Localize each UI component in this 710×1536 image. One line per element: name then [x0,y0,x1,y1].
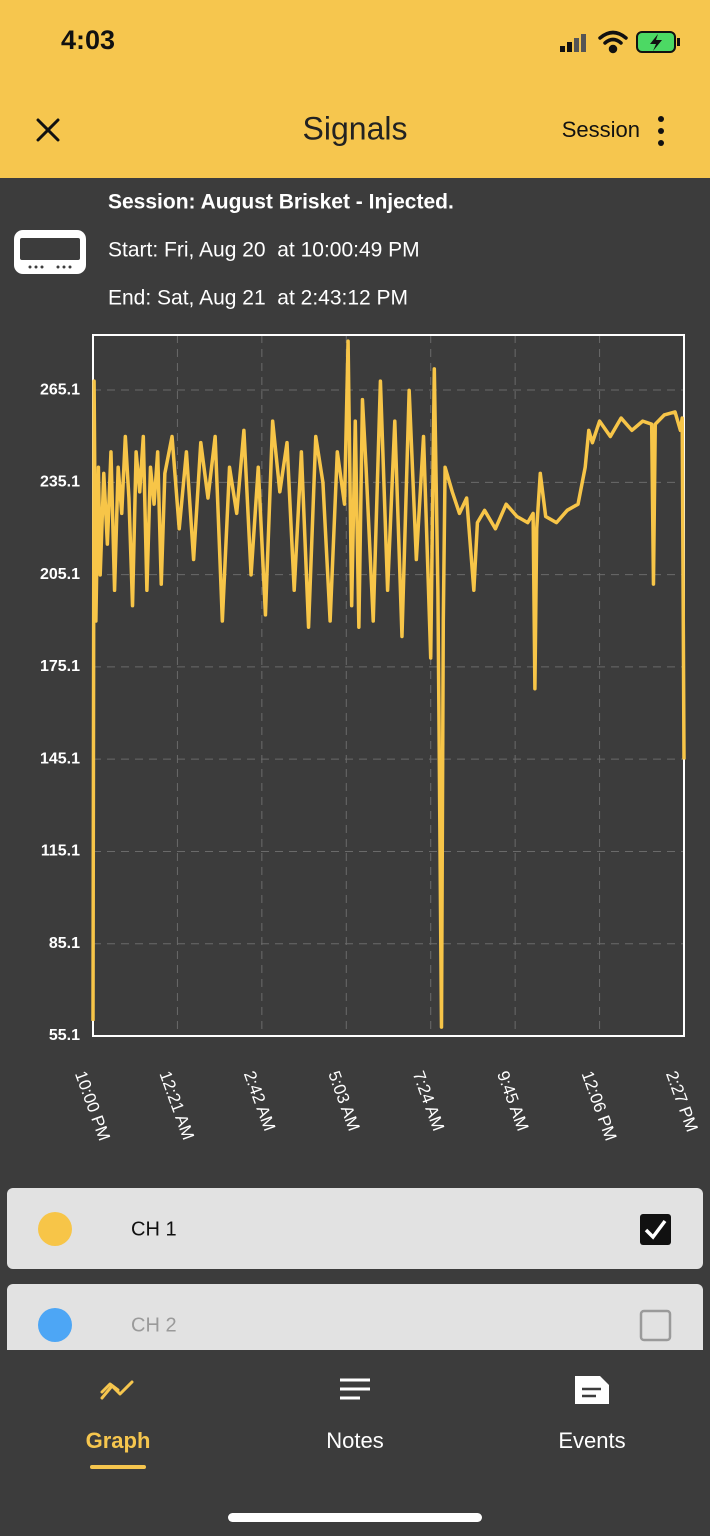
tab-label[interactable]: Notes [326,1428,383,1453]
device-icon [14,230,86,274]
home-indicator [228,1513,482,1522]
session-menu[interactable]: Session [562,117,640,142]
channel-name: CH 2 [131,1314,177,1336]
signal-icon [560,34,586,52]
tab-indicator [90,1465,146,1469]
session-start: Start: Fri, Aug 20 at 10:00:49 PM [108,239,420,262]
y-tick-label: 265.1 [40,381,80,398]
y-tick-label: 235.1 [40,474,80,491]
status-time: 4:03 [61,25,115,55]
close-button[interactable] [36,118,60,142]
chart: 55.185.1115.1145.1175.1205.1235.1265.110… [40,334,702,1143]
wifi-icon [598,30,628,54]
channel-color [38,1308,72,1342]
channel-card [7,1188,703,1269]
y-tick-label: 175.1 [40,658,80,675]
y-tick-label: 145.1 [40,750,80,767]
channel-color [38,1212,72,1246]
plot-area [93,335,684,1036]
channel-name: CH 1 [131,1218,177,1240]
channel-row[interactable]: CH 2 [7,1284,703,1365]
tabs: Graph Notes Events [86,1428,626,1469]
tab-label[interactable]: Events [558,1428,625,1453]
battery-icon [636,31,680,53]
notes-icon [340,1378,370,1400]
events-icon [575,1376,609,1404]
tab-label[interactable]: Graph [86,1428,151,1453]
y-tick-label: 205.1 [40,566,80,583]
session-name: Session: August Brisket - Injected. [108,191,454,214]
app-bar [0,0,710,178]
check-mark [644,1219,667,1240]
y-tick-label: 55.1 [49,1027,80,1044]
data-line [91,339,686,1029]
channel-list: CH 1 CH 2 [7,1188,703,1365]
checkbox-checked[interactable] [640,1214,671,1245]
channel-row[interactable]: CH 1 [7,1188,703,1269]
y-tick-label: 115.1 [41,843,80,860]
session-end: End: Sat, Aug 21 at 2:43:12 PM [108,287,408,310]
more-icon[interactable] [658,116,664,146]
graph-icon [100,1380,134,1400]
y-tick-label: 85.1 [49,935,80,952]
checkbox-unchecked[interactable] [639,1309,672,1342]
channel-card [7,1284,703,1365]
screen-title: Signals [303,110,408,146]
